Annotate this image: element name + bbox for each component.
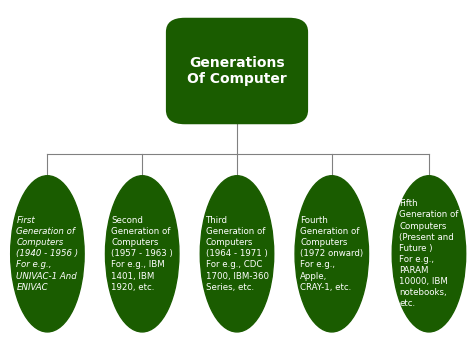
FancyBboxPatch shape [166,18,308,124]
Ellipse shape [105,176,179,332]
Ellipse shape [392,176,465,332]
Text: First
Generation of
Computers
(1940 - 1956 )
For e.g.,
UNIVAC-1 And
ENIVAC: First Generation of Computers (1940 - 19… [16,216,79,291]
Text: Third
Generation of
Computers
(1964 - 1971 )
For e.g., CDC
1700, IBM-360
Series,: Third Generation of Computers (1964 - 19… [206,216,268,291]
Ellipse shape [295,176,368,332]
Text: Fifth
Generation of
Computers
(Present and
Future )
For e.g.,
PARAM
10000, IBM
n: Fifth Generation of Computers (Present a… [399,200,459,308]
Ellipse shape [11,176,84,332]
Ellipse shape [200,176,274,332]
Text: Fourth
Generation of
Computers
(1972 onward)
For e.g.,
Apple,
CRAY-1, etc.: Fourth Generation of Computers (1972 onw… [300,216,364,291]
Text: Second
Generation of
Computers
(1957 - 1963 )
For e.g., IBM
1401, IBM
1920, etc.: Second Generation of Computers (1957 - 1… [111,216,173,291]
Text: Generations
Of Computer: Generations Of Computer [187,56,287,86]
